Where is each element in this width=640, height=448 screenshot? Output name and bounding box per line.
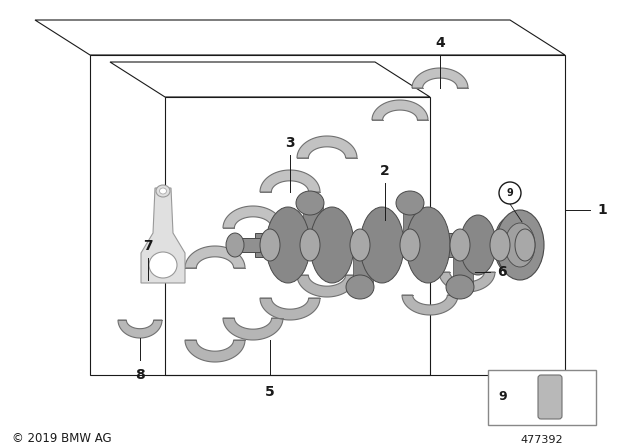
Ellipse shape	[226, 233, 244, 257]
Bar	[255, 233, 520, 257]
Polygon shape	[260, 298, 320, 320]
Text: 1: 1	[597, 203, 607, 217]
Polygon shape	[185, 340, 245, 362]
Polygon shape	[402, 295, 458, 315]
Bar	[488, 370, 596, 425]
Polygon shape	[185, 246, 245, 268]
Bar	[453, 233, 473, 287]
Ellipse shape	[149, 252, 177, 278]
Text: 2: 2	[380, 164, 390, 178]
Text: © 2019 BMW AG: © 2019 BMW AG	[12, 431, 111, 444]
Polygon shape	[297, 275, 357, 297]
Ellipse shape	[396, 191, 424, 215]
Ellipse shape	[360, 207, 404, 283]
Text: 9: 9	[499, 391, 508, 404]
Polygon shape	[118, 320, 162, 338]
Ellipse shape	[446, 275, 474, 299]
Text: 7: 7	[143, 239, 153, 253]
Ellipse shape	[450, 229, 470, 261]
Ellipse shape	[300, 229, 320, 261]
Text: 477392: 477392	[521, 435, 563, 445]
Polygon shape	[223, 206, 283, 228]
Polygon shape	[297, 136, 357, 158]
Polygon shape	[223, 318, 283, 340]
Text: 6: 6	[497, 265, 507, 279]
Polygon shape	[260, 170, 320, 192]
Ellipse shape	[266, 207, 310, 283]
FancyBboxPatch shape	[538, 375, 562, 419]
Ellipse shape	[350, 229, 370, 261]
Ellipse shape	[490, 229, 510, 261]
Polygon shape	[412, 68, 468, 88]
Bar	[403, 203, 423, 257]
Ellipse shape	[310, 207, 354, 283]
Ellipse shape	[505, 223, 535, 267]
Ellipse shape	[159, 188, 166, 194]
Ellipse shape	[346, 275, 374, 299]
Bar	[303, 203, 323, 257]
Text: 3: 3	[285, 136, 295, 150]
Ellipse shape	[296, 191, 324, 215]
Text: 8: 8	[135, 368, 145, 382]
Ellipse shape	[494, 217, 526, 273]
Bar	[235, 238, 260, 252]
Ellipse shape	[260, 229, 280, 261]
Circle shape	[499, 182, 521, 204]
Ellipse shape	[400, 229, 420, 261]
Ellipse shape	[515, 229, 535, 261]
Ellipse shape	[460, 215, 496, 275]
Text: 9: 9	[507, 188, 513, 198]
Text: 4: 4	[435, 36, 445, 50]
Polygon shape	[439, 272, 495, 292]
Polygon shape	[141, 188, 185, 283]
Text: 5: 5	[265, 385, 275, 399]
Ellipse shape	[406, 207, 450, 283]
Ellipse shape	[496, 210, 544, 280]
Bar	[353, 233, 373, 287]
Polygon shape	[372, 100, 428, 120]
Ellipse shape	[156, 185, 170, 197]
